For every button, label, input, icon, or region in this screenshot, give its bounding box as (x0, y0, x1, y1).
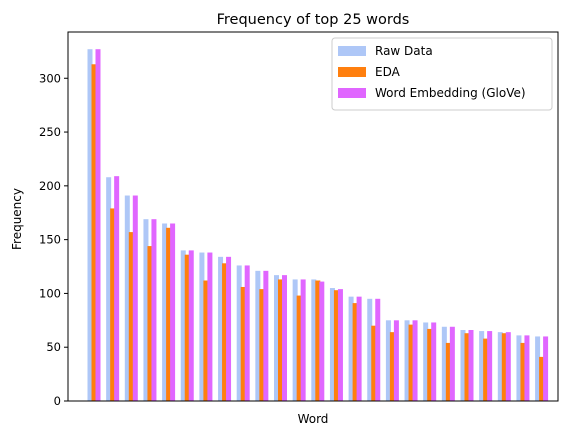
bar-word-embedding-glove-22 (487, 331, 493, 401)
bar-raw-data-10 (255, 270, 261, 401)
bar-word-embedding-glove-17 (393, 320, 399, 401)
bar-word-embedding-glove-5 (170, 223, 176, 401)
bar-raw-data-2 (106, 177, 112, 401)
bar-raw-data-12 (292, 279, 298, 401)
bar-word-embedding-glove-11 (282, 275, 287, 401)
bar-eda-1 (91, 64, 97, 402)
legend-label-2: EDA (375, 65, 401, 79)
bar-raw-data-25 (535, 336, 541, 401)
bar-word-embedding-glove-21 (468, 330, 474, 401)
bar-eda-7 (203, 280, 209, 401)
bar-raw-data-6 (180, 250, 186, 401)
bar-raw-data-3 (124, 195, 130, 401)
bar-eda-18 (408, 324, 414, 401)
bar-word-embedding-glove-8 (226, 256, 232, 401)
bar-eda-2 (110, 208, 116, 401)
bar-raw-data-11 (274, 275, 279, 401)
bar-raw-data-16 (367, 298, 373, 401)
bar-eda-23 (501, 333, 507, 401)
legend-swatch-2 (338, 67, 366, 77)
bar-word-embedding-glove-12 (300, 279, 306, 401)
bar-eda-19 (427, 328, 433, 401)
y-tick-label: 200 (39, 179, 61, 193)
x-axis-label: Word (298, 412, 329, 426)
bar-word-embedding-glove-2 (114, 176, 120, 401)
bar-raw-data-15 (348, 296, 354, 401)
legend-swatch-1 (338, 46, 366, 56)
bar-raw-data-23 (497, 332, 503, 401)
legend: Raw Data EDA Word Embedding (GloVe) (331, 37, 553, 111)
y-tick-label: 100 (39, 286, 61, 300)
bar-word-embedding-glove-15 (356, 296, 362, 401)
y-tick-label: 50 (46, 340, 61, 354)
bar-raw-data-21 (460, 330, 466, 401)
y-tick-label: 0 (54, 394, 61, 408)
bar-eda-3 (128, 232, 134, 401)
bar-eda-17 (389, 332, 395, 401)
bar-eda-16 (371, 325, 377, 401)
bar-word-embedding-glove-3 (132, 195, 138, 401)
bar-eda-22 (483, 338, 489, 401)
bar-word-embedding-glove-13 (319, 281, 325, 401)
y-axis-label: Frequency (10, 188, 24, 250)
y-axis-ticks: 0 50 100 150 200 250 300 (39, 71, 68, 408)
bar-eda-20 (445, 342, 451, 401)
bar-raw-data-4 (143, 219, 149, 401)
bar-eda-4 (147, 246, 153, 401)
bar-raw-data-17 (385, 320, 391, 401)
bar-raw-data-9 (236, 265, 242, 401)
y-tick-label: 300 (39, 71, 61, 85)
bar-eda-24 (520, 342, 526, 401)
bar-eda-10 (259, 289, 265, 401)
bar-raw-data-20 (441, 326, 447, 401)
y-tick-label: 250 (39, 125, 61, 139)
chart-title: Frequency of top 25 words (217, 12, 410, 28)
bar-eda-13 (315, 280, 321, 401)
bar-eda-21 (464, 333, 470, 401)
bar-word-embedding-glove-16 (375, 298, 381, 401)
bar-raw-data-5 (162, 223, 168, 401)
bar-raw-data-24 (516, 335, 522, 401)
bar-word-embedding-glove-14 (337, 289, 343, 401)
legend-box (331, 37, 553, 111)
bar-raw-data-8 (218, 256, 224, 401)
bar-raw-data-22 (479, 331, 485, 401)
bar-word-embedding-glove-1 (95, 49, 101, 402)
bar-eda-6 (184, 254, 190, 401)
bar-word-embedding-glove-25 (543, 336, 549, 401)
bar-raw-data-1 (87, 49, 93, 402)
bar-word-embedding-glove-18 (412, 320, 418, 401)
bar-eda-11 (278, 279, 283, 401)
bar-word-embedding-glove-19 (431, 322, 437, 401)
bar-eda-25 (539, 356, 545, 401)
bar-raw-data-7 (199, 252, 205, 401)
bar-raw-data-14 (329, 288, 335, 401)
bar-raw-data-18 (404, 320, 410, 401)
bar-eda-14 (333, 290, 339, 401)
bar-word-embedding-glove-10 (263, 270, 269, 401)
legend-label-1: Raw Data (375, 44, 433, 58)
plot-frame (67, 31, 559, 402)
bar-eda-8 (222, 263, 228, 401)
bar-raw-data-13 (311, 279, 317, 401)
y-tick-label: 150 (39, 233, 61, 247)
bar-eda-5 (166, 227, 172, 401)
bar-word-embedding-glove-23 (505, 332, 511, 401)
bar-word-embedding-glove-9 (244, 265, 250, 401)
bar-eda-15 (352, 303, 358, 401)
legend-label-3: Word Embedding (GloVe) (375, 86, 526, 100)
bar-eda-9 (240, 286, 246, 401)
bar-word-embedding-glove-6 (188, 250, 194, 401)
bar-word-embedding-glove-24 (524, 335, 530, 401)
legend-swatch-3 (338, 88, 366, 98)
bar-raw-data-19 (423, 322, 429, 401)
bar-word-embedding-glove-4 (151, 219, 157, 401)
bar-eda-12 (296, 295, 302, 401)
bar-word-embedding-glove-7 (207, 252, 213, 401)
bars-group (87, 49, 549, 402)
bar-word-embedding-glove-20 (449, 326, 455, 401)
